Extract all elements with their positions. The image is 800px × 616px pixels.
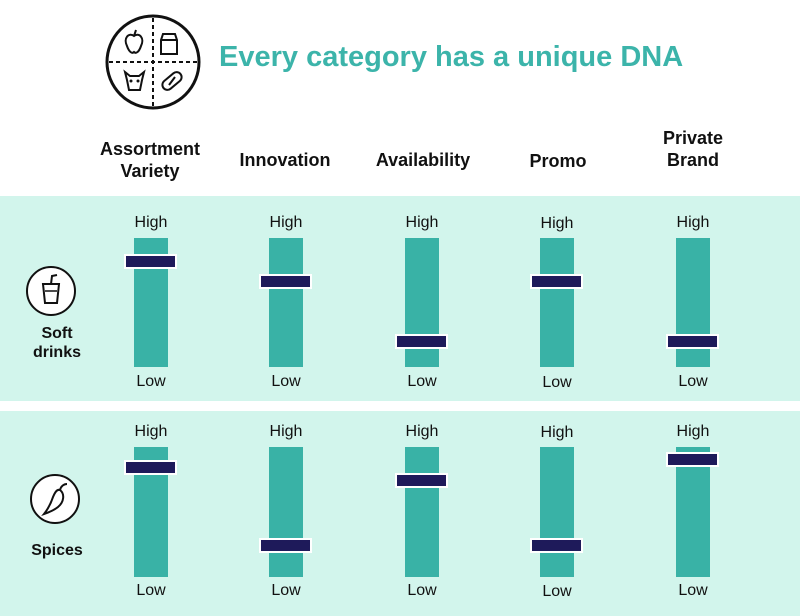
row-label-soft-drinks: Soft drinks: [32, 325, 81, 361]
high-label: High: [134, 214, 168, 231]
bar-track: [676, 447, 710, 577]
high-label: High: [540, 215, 574, 232]
high-label: High: [676, 423, 710, 440]
chart-title: Every category has a unique DNA: [219, 41, 684, 73]
low-label: Low: [542, 583, 572, 600]
low-label: Low: [136, 582, 166, 599]
grocery-categories-icon: [105, 14, 201, 110]
column-header-availability: Availability: [375, 150, 471, 170]
row-band-soft-drinks: [0, 196, 800, 401]
bar-track: [540, 238, 574, 367]
low-label: Low: [542, 374, 572, 391]
high-label: High: [269, 214, 303, 231]
chili-pepper-icon: [30, 474, 80, 524]
low-label: Low: [136, 373, 166, 390]
bar-track: [540, 447, 574, 577]
row-band-spices: [0, 411, 800, 616]
low-label: Low: [407, 582, 437, 599]
bar-track: [405, 447, 439, 577]
level-marker: [666, 334, 719, 349]
high-label: High: [269, 423, 303, 440]
level-marker: [259, 274, 312, 289]
low-label: Low: [271, 582, 301, 599]
low-label: Low: [678, 373, 708, 390]
soft-drink-cup-icon: [26, 266, 76, 316]
high-label: High: [405, 214, 439, 231]
column-header-promo: Promo: [529, 151, 587, 171]
level-marker: [666, 452, 719, 467]
level-marker: [395, 473, 448, 488]
column-header-private-brand: Private Brand: [662, 128, 724, 170]
high-label: High: [676, 214, 710, 231]
high-label: High: [540, 424, 574, 441]
low-label: Low: [271, 373, 301, 390]
bar-track: [269, 238, 303, 367]
low-label: Low: [407, 373, 437, 390]
column-header-innovation: Innovation: [239, 150, 331, 170]
level-marker: [124, 460, 177, 475]
level-marker: [395, 334, 448, 349]
level-marker: [124, 254, 177, 269]
low-label: Low: [678, 582, 708, 599]
level-marker: [530, 538, 583, 553]
high-label: High: [134, 423, 168, 440]
bar-track: [269, 447, 303, 577]
column-header-assortment-variety: Assortment Variety: [99, 139, 201, 181]
row-label-spices: Spices: [31, 542, 83, 559]
level-marker: [259, 538, 312, 553]
high-label: High: [405, 423, 439, 440]
level-marker: [530, 274, 583, 289]
